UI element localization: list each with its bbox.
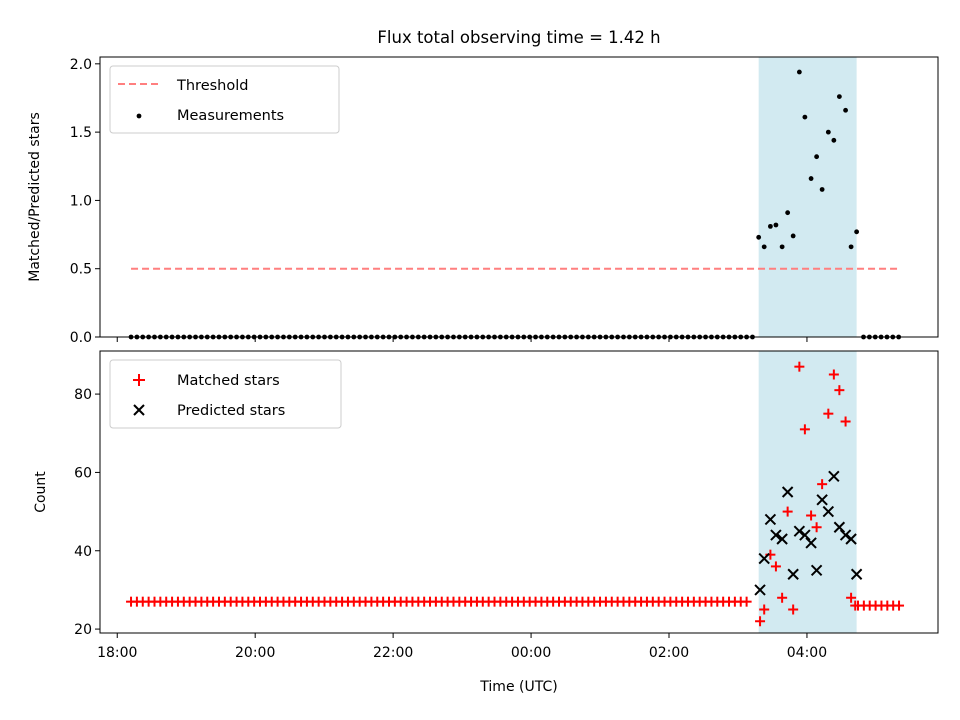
predicted-star-point — [839, 529, 852, 541]
measurement-point — [836, 94, 842, 100]
legend-matched-label: Matched stars — [177, 373, 280, 389]
predicted-star-point — [754, 584, 766, 596]
measurement-point — [796, 69, 802, 75]
top-y-tick-label: 0.0 — [70, 330, 92, 346]
measurement-point — [790, 233, 796, 239]
predicted-star-point — [793, 525, 806, 537]
matched-star-point — [811, 522, 822, 533]
predicted-star-point — [764, 513, 777, 526]
legend-measurements-swatch — [136, 113, 142, 119]
matched-star-point — [846, 592, 857, 603]
top-y-tick-label: 0.5 — [70, 262, 92, 278]
top-y-tick-label: 2.0 — [70, 57, 92, 73]
x-tick-label: 22:00 — [373, 645, 413, 661]
matched-star-point — [840, 416, 851, 427]
matched-star-point — [894, 600, 905, 611]
predicted-star-point — [799, 529, 811, 541]
x-tick-label: 04:00 — [787, 645, 827, 661]
matched-star-point — [823, 408, 834, 419]
predicted-star-point — [781, 486, 794, 498]
predicted-star-point — [805, 537, 817, 549]
top-legend-box — [109, 65, 340, 134]
legend-predicted-swatch — [133, 404, 145, 416]
matched-star-point — [834, 385, 845, 396]
measurement-point — [756, 234, 762, 240]
matched-star-point — [817, 479, 828, 490]
bottom-marks — [126, 361, 905, 627]
bottom-y-tick-label: 40 — [74, 544, 92, 560]
top-axes-frame — [99, 56, 939, 338]
measurement-point — [814, 154, 820, 160]
matched-star-point — [777, 592, 788, 603]
bottom-shaded-interval — [758, 351, 857, 633]
top-marks — [128, 69, 902, 340]
top-y-axis-label: Matched/Predicted stars — [27, 112, 43, 282]
top-y-tick-label: 1.0 — [70, 193, 92, 209]
top-y-ticks: 0.0 0.5 1.0 1.5 2.0 — [70, 57, 100, 346]
measurement-point — [773, 222, 779, 228]
measurement-point — [848, 244, 854, 250]
measurement-point — [819, 187, 825, 192]
predicted-star-point — [833, 521, 846, 533]
measurement-point — [854, 229, 860, 235]
matched-star-point — [759, 604, 770, 615]
legend-matched-swatch — [133, 374, 145, 386]
predicted-star-point — [850, 568, 863, 580]
measurement-point — [808, 176, 814, 181]
predicted-star-point — [816, 494, 828, 506]
bottom-y-ticks: 20 40 60 80 — [74, 387, 100, 638]
matched-star-point — [770, 561, 781, 572]
bottom-legend: Matched stars Predicted stars — [109, 359, 342, 429]
x-tick-label: 00:00 — [511, 645, 551, 661]
measurement-point — [779, 244, 785, 250]
measurement-point — [843, 107, 848, 113]
matched-star-point — [806, 510, 817, 521]
predicted-star-point — [845, 533, 857, 545]
predicted-star-point — [787, 568, 799, 580]
measurement-point — [802, 114, 808, 120]
predicted-star-point — [828, 470, 840, 483]
top-x-ticks — [116, 337, 808, 342]
bottom-axes-frame — [99, 350, 939, 634]
matched-star-point — [782, 506, 793, 517]
matched-star-point — [741, 596, 752, 607]
legend-predicted-label: Predicted stars — [177, 403, 285, 419]
matched-star-point — [799, 424, 810, 435]
matched-star-point — [755, 616, 766, 627]
x-tick-label: 20:00 — [235, 645, 275, 661]
bottom-y-tick-label: 60 — [74, 465, 92, 481]
measurement-point — [825, 129, 831, 135]
top-legend: Threshold Measurements — [109, 65, 340, 134]
matched-star-point — [828, 369, 839, 380]
measurement-point — [831, 137, 837, 143]
top-panel: 0.00.51.01.52.0 Matched/Predicted stars … — [27, 56, 939, 346]
chart-title: Flux total observing time = 1.42 h — [377, 28, 660, 47]
measurement-point — [761, 244, 767, 250]
predicted-star-point — [770, 529, 782, 541]
measurement-point — [785, 210, 791, 216]
x-tick-label: 02:00 — [649, 645, 689, 661]
predicted-star-point — [810, 564, 823, 577]
predicted-star-point — [776, 533, 788, 545]
predicted-star-point — [758, 552, 770, 565]
measurement-point — [768, 223, 773, 229]
legend-measurements-label: Measurements — [177, 108, 284, 124]
legend-threshold-label: Threshold — [176, 78, 248, 94]
bottom-y-tick-label: 80 — [74, 387, 92, 403]
bottom-x-ticks: 18:00 20:00 22:00 00:00 02:00 04:00 — [97, 633, 827, 661]
top-y-tick-label: 1.5 — [70, 125, 92, 141]
predicted-star-point — [822, 505, 835, 518]
x-axis-label: Time (UTC) — [479, 679, 557, 695]
matched-star-point — [794, 361, 805, 372]
bottom-y-axis-label: Count — [33, 471, 49, 513]
x-tick-label: 18:00 — [97, 645, 137, 661]
matched-star-point — [788, 604, 799, 615]
top-shaded-interval — [758, 57, 857, 337]
bottom-legend-box — [109, 359, 342, 429]
bottom-y-tick-label: 20 — [74, 622, 92, 638]
